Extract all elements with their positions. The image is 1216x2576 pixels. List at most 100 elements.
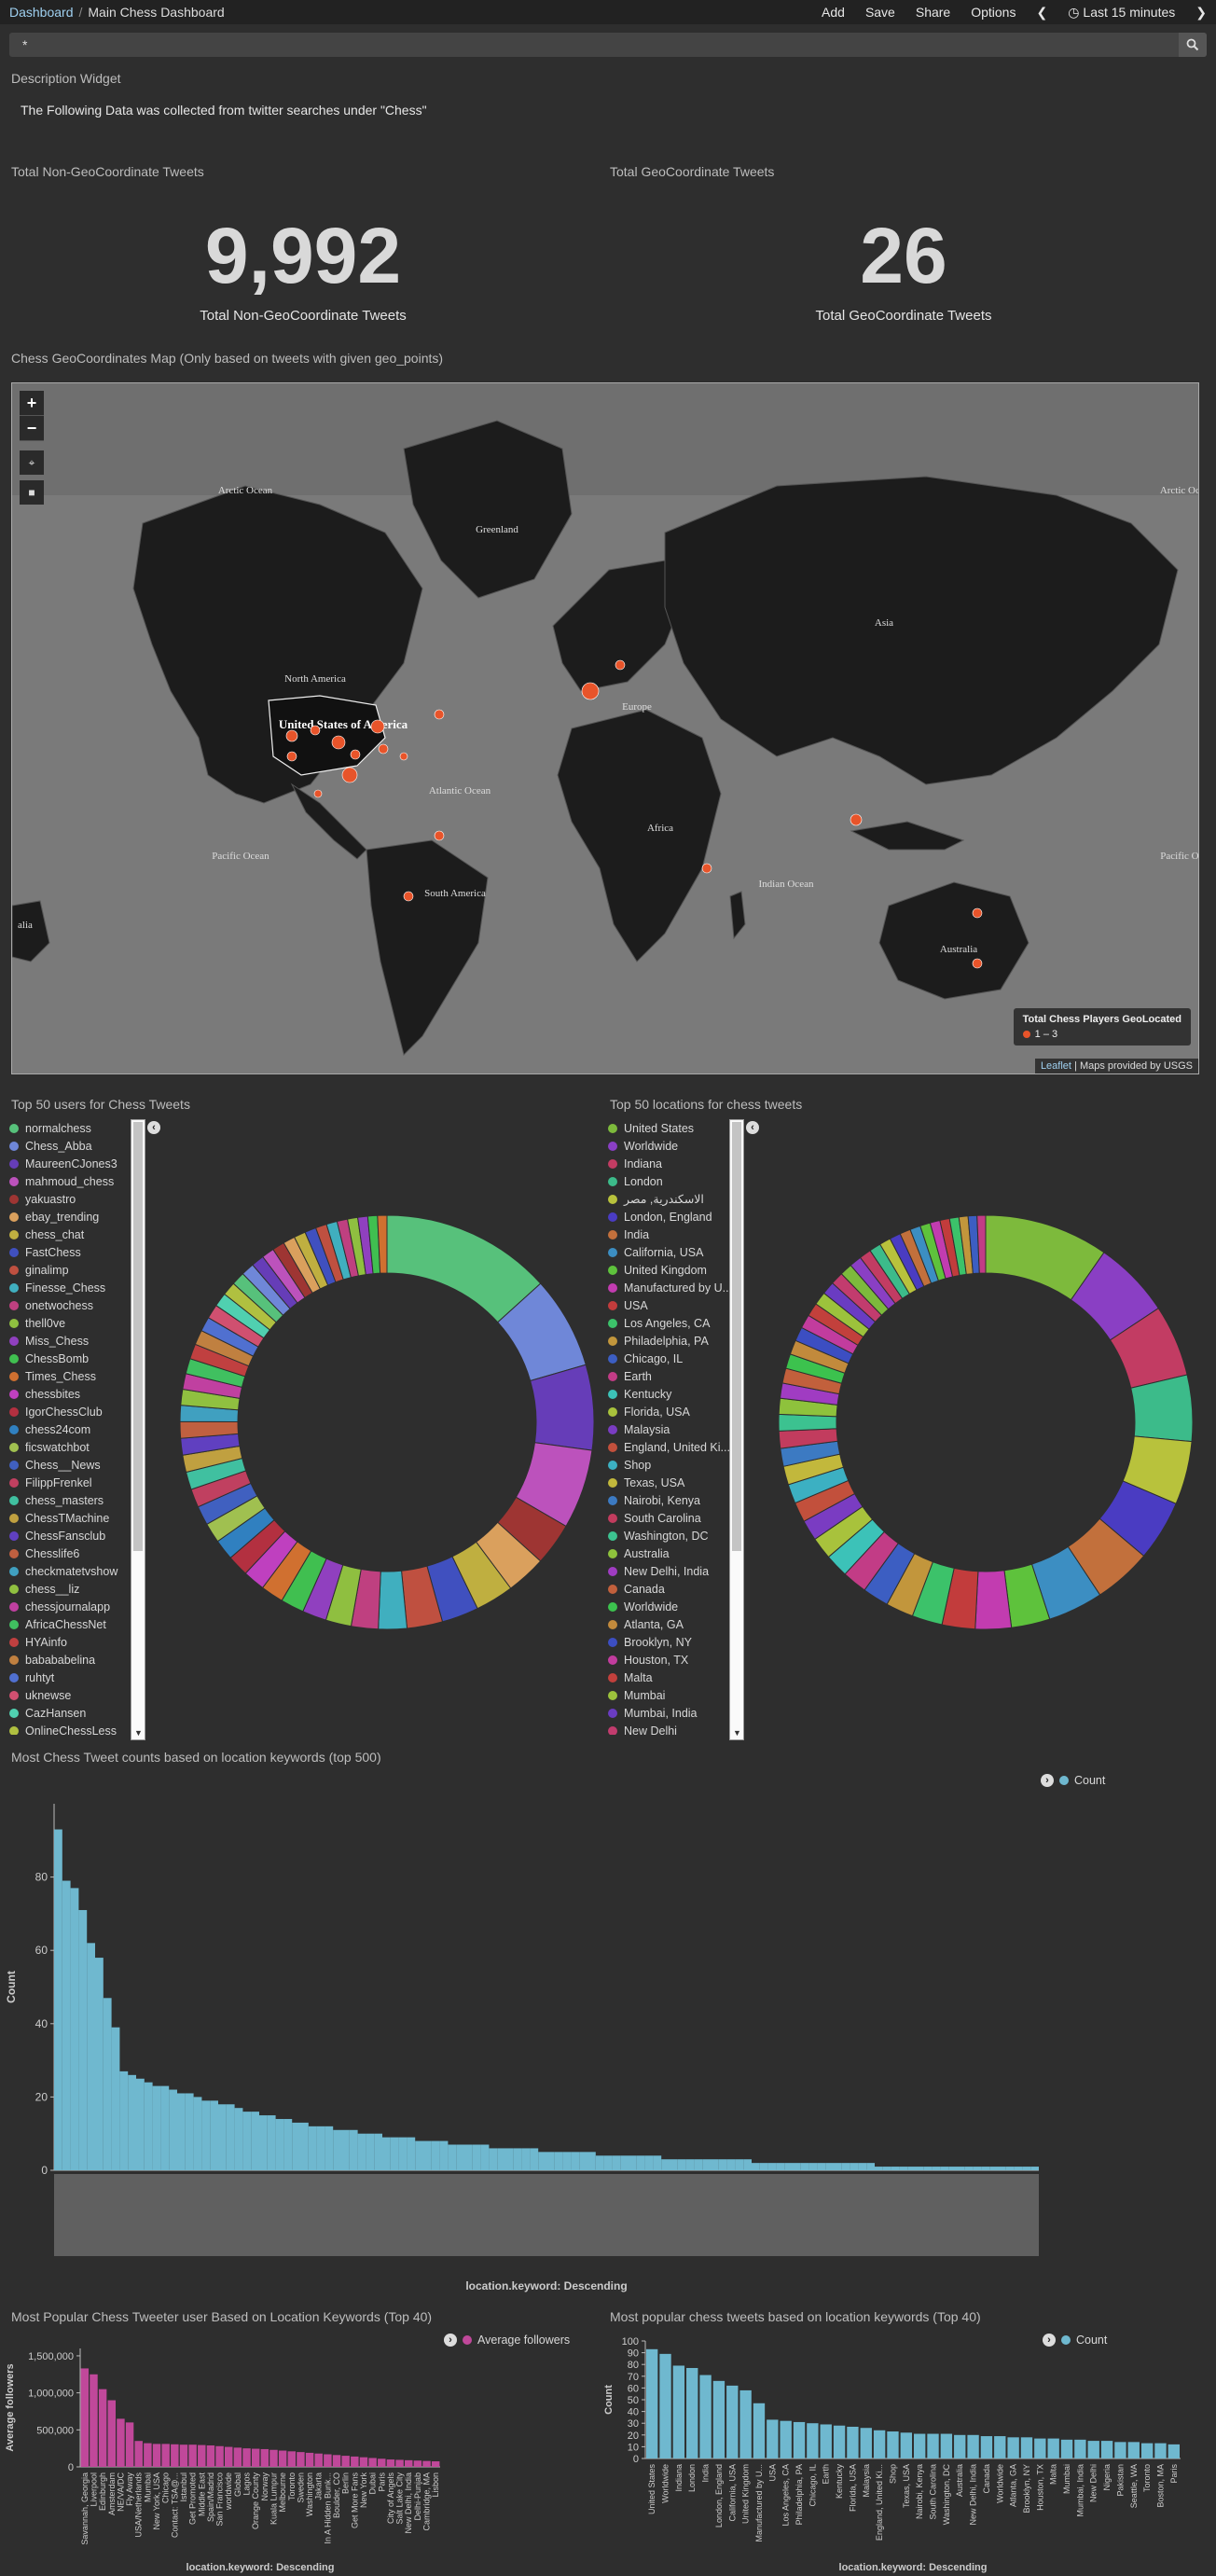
- bar[interactable]: [712, 2380, 725, 2458]
- legend-item[interactable]: Mumbai: [608, 1686, 734, 1704]
- bar[interactable]: [201, 2100, 211, 2170]
- bar[interactable]: [847, 2426, 859, 2458]
- bar[interactable]: [464, 2144, 473, 2170]
- bar[interactable]: [505, 2148, 514, 2170]
- bar[interactable]: [292, 2122, 300, 2170]
- bar[interactable]: [579, 2152, 587, 2170]
- bar[interactable]: [866, 2163, 875, 2170]
- geo-marker[interactable]: [341, 767, 358, 783]
- bar[interactable]: [735, 2159, 744, 2170]
- bar[interactable]: [95, 1958, 104, 2170]
- bar[interactable]: [1060, 2439, 1073, 2458]
- legend-item[interactable]: Texas, USA: [608, 1474, 734, 1491]
- bar[interactable]: [259, 2115, 268, 2170]
- bar[interactable]: [907, 2167, 916, 2170]
- bar[interactable]: [351, 2456, 359, 2467]
- legend-item[interactable]: FilippFrenkel: [9, 1474, 135, 1491]
- bar[interactable]: [752, 2163, 760, 2170]
- legend-item[interactable]: USA: [608, 1296, 734, 1314]
- geo-marker[interactable]: [434, 830, 445, 841]
- bar[interactable]: [1014, 2167, 1023, 2170]
- legend-item[interactable]: chess_chat: [9, 1226, 135, 1243]
- bar[interactable]: [672, 2365, 685, 2458]
- bar[interactable]: [325, 2126, 334, 2170]
- geo-marker[interactable]: [310, 725, 321, 736]
- bar[interactable]: [571, 2152, 580, 2170]
- legend-item[interactable]: chess_masters: [9, 1491, 135, 1509]
- bar[interactable]: [242, 2112, 252, 2170]
- bar[interactable]: [753, 2403, 766, 2458]
- bar[interactable]: [366, 2133, 375, 2170]
- bar[interactable]: [107, 2400, 116, 2467]
- users-legend-scrollbar[interactable]: ▼: [131, 1119, 145, 1740]
- bar[interactable]: [300, 2122, 309, 2170]
- scroll-down-icon[interactable]: ▼: [134, 1728, 143, 1738]
- time-back-button[interactable]: ❮: [1036, 5, 1047, 21]
- bar[interactable]: [413, 2460, 422, 2467]
- bar[interactable]: [940, 2433, 953, 2458]
- legend-item[interactable]: normalchess: [9, 1119, 135, 1137]
- users-donut-chart[interactable]: [177, 1212, 597, 1632]
- draw-rectangle-button[interactable]: ■: [20, 480, 44, 505]
- bar[interactable]: [948, 2167, 957, 2170]
- time-forward-button[interactable]: ❯: [1195, 5, 1207, 21]
- bar[interactable]: [686, 2367, 698, 2458]
- geo-marker[interactable]: [313, 789, 323, 798]
- donut-slice[interactable]: [377, 1214, 388, 1274]
- donut-slice[interactable]: [378, 1570, 408, 1630]
- bar[interactable]: [152, 2085, 161, 2170]
- legend-item[interactable]: Canada: [608, 1580, 734, 1598]
- bar[interactable]: [332, 2455, 341, 2467]
- bar[interactable]: [873, 2430, 886, 2458]
- legend-item[interactable]: babababelina: [9, 1651, 135, 1669]
- legend-item[interactable]: Finesse_Chess: [9, 1279, 135, 1296]
- bar[interactable]: [546, 2152, 555, 2170]
- geo-marker[interactable]: [701, 863, 712, 874]
- bar[interactable]: [767, 2163, 777, 2170]
- bar[interactable]: [169, 2089, 177, 2170]
- bar[interactable]: [117, 2418, 125, 2467]
- bar[interactable]: [283, 2118, 293, 2170]
- legend-item[interactable]: onetwochess: [9, 1296, 135, 1314]
- legend-item[interactable]: OnlineChessLess: [9, 1722, 135, 1735]
- bar[interactable]: [422, 2460, 431, 2467]
- bar[interactable]: [1100, 2441, 1113, 2458]
- legend-item[interactable]: Kentucky: [608, 1385, 734, 1403]
- bar[interactable]: [297, 2452, 305, 2467]
- bar[interactable]: [562, 2152, 572, 2170]
- bar[interactable]: [595, 2155, 604, 2170]
- bar[interactable]: [160, 2085, 170, 2170]
- legend-item[interactable]: MaureenCJones3: [9, 1155, 135, 1172]
- bar[interactable]: [858, 2163, 867, 2170]
- legend-item[interactable]: Malta: [608, 1669, 734, 1686]
- bar[interactable]: [726, 2385, 739, 2458]
- legend-item[interactable]: Chess__News: [9, 1456, 135, 1474]
- bar[interactable]: [206, 2444, 215, 2467]
- bar[interactable]: [1030, 2167, 1039, 2170]
- zoom-out-button[interactable]: −: [20, 416, 44, 441]
- bar[interactable]: [80, 2368, 90, 2467]
- bar[interactable]: [620, 2155, 629, 2170]
- add-button[interactable]: Add: [822, 5, 845, 20]
- bar[interactable]: [70, 1888, 79, 2170]
- bar[interactable]: [694, 2159, 703, 2170]
- bar[interactable]: [316, 2126, 325, 2170]
- geo-marker[interactable]: [285, 729, 298, 742]
- bar[interactable]: [225, 2446, 233, 2467]
- bar[interactable]: [718, 2159, 727, 2170]
- options-button[interactable]: Options: [971, 5, 1016, 20]
- bar[interactable]: [407, 2137, 416, 2170]
- geo-marker[interactable]: [370, 719, 385, 734]
- bar[interactable]: [448, 2144, 457, 2170]
- fit-bounds-button[interactable]: ⌖: [20, 450, 44, 475]
- bar[interactable]: [305, 2452, 314, 2467]
- bar[interactable]: [357, 2133, 366, 2170]
- legend-item[interactable]: Atlanta, GA: [608, 1615, 734, 1633]
- bar[interactable]: [954, 2434, 966, 2458]
- bar[interactable]: [914, 2433, 926, 2458]
- bar[interactable]: [324, 2454, 332, 2467]
- bar[interactable]: [743, 2159, 752, 2170]
- legend-item[interactable]: AfricaChessNet: [9, 1615, 135, 1633]
- bar[interactable]: [554, 2152, 563, 2170]
- bar[interactable]: [390, 2137, 399, 2170]
